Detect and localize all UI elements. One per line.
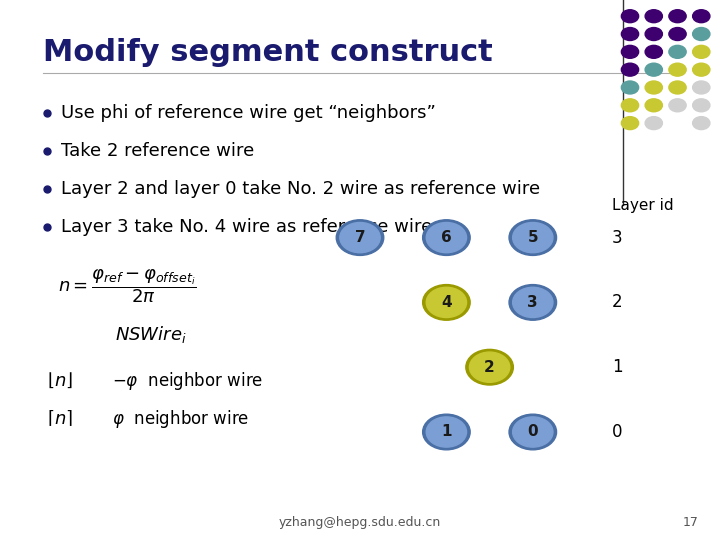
Text: 2: 2 bbox=[485, 360, 495, 375]
Text: 6: 6 bbox=[441, 230, 451, 245]
Circle shape bbox=[693, 10, 710, 23]
Circle shape bbox=[340, 222, 380, 253]
Text: $\lfloor n \rfloor$: $\lfloor n \rfloor$ bbox=[47, 371, 73, 390]
Circle shape bbox=[621, 28, 639, 40]
Circle shape bbox=[509, 414, 557, 450]
Circle shape bbox=[645, 99, 662, 112]
Circle shape bbox=[693, 45, 710, 58]
Circle shape bbox=[669, 99, 686, 112]
Circle shape bbox=[509, 285, 557, 320]
Text: 1: 1 bbox=[441, 424, 451, 440]
Circle shape bbox=[621, 10, 639, 23]
Text: 4: 4 bbox=[441, 295, 451, 310]
Text: 0: 0 bbox=[612, 423, 623, 441]
Circle shape bbox=[426, 287, 467, 318]
Circle shape bbox=[426, 417, 467, 447]
Text: $\lceil n \rceil$: $\lceil n \rceil$ bbox=[47, 409, 73, 428]
Circle shape bbox=[645, 10, 662, 23]
Circle shape bbox=[693, 99, 710, 112]
Text: $n = \dfrac{\varphi_{ref} - \varphi_{offset_i}}{2\pi}$: $n = \dfrac{\varphi_{ref} - \varphi_{off… bbox=[58, 267, 196, 305]
Circle shape bbox=[621, 45, 639, 58]
Circle shape bbox=[513, 287, 553, 318]
Circle shape bbox=[669, 10, 686, 23]
Circle shape bbox=[669, 81, 686, 94]
Circle shape bbox=[621, 63, 639, 76]
Circle shape bbox=[645, 28, 662, 40]
Circle shape bbox=[621, 117, 639, 130]
Text: Layer id: Layer id bbox=[612, 198, 674, 213]
Circle shape bbox=[509, 220, 557, 255]
Text: 3: 3 bbox=[612, 228, 623, 247]
Circle shape bbox=[645, 117, 662, 130]
Text: Layer 3 take No. 4 wire as reference wire: Layer 3 take No. 4 wire as reference wir… bbox=[61, 218, 433, 236]
Text: 1: 1 bbox=[612, 358, 623, 376]
Circle shape bbox=[693, 63, 710, 76]
Circle shape bbox=[423, 414, 470, 450]
Text: Use phi of reference wire get “neighbors”: Use phi of reference wire get “neighbors… bbox=[61, 104, 436, 123]
Text: $NSWire_i$: $NSWire_i$ bbox=[115, 325, 186, 345]
Text: yzhang@hepg.sdu.edu.cn: yzhang@hepg.sdu.edu.cn bbox=[279, 516, 441, 529]
Text: 0: 0 bbox=[528, 424, 538, 440]
Circle shape bbox=[513, 222, 553, 253]
Circle shape bbox=[469, 352, 510, 382]
Circle shape bbox=[645, 63, 662, 76]
Circle shape bbox=[645, 81, 662, 94]
Circle shape bbox=[621, 81, 639, 94]
Text: 7: 7 bbox=[355, 230, 365, 245]
Circle shape bbox=[669, 63, 686, 76]
Circle shape bbox=[645, 45, 662, 58]
Text: $-\varphi$  neighbor wire: $-\varphi$ neighbor wire bbox=[112, 370, 263, 392]
Circle shape bbox=[693, 117, 710, 130]
Circle shape bbox=[336, 220, 384, 255]
Circle shape bbox=[693, 28, 710, 40]
Circle shape bbox=[426, 222, 467, 253]
Text: Layer 2 and layer 0 take No. 2 wire as reference wire: Layer 2 and layer 0 take No. 2 wire as r… bbox=[61, 180, 540, 198]
Circle shape bbox=[621, 99, 639, 112]
Circle shape bbox=[669, 45, 686, 58]
Text: 3: 3 bbox=[528, 295, 538, 310]
Circle shape bbox=[423, 220, 470, 255]
Text: 5: 5 bbox=[528, 230, 538, 245]
Text: $\varphi$  neighbor wire: $\varphi$ neighbor wire bbox=[112, 408, 249, 429]
Circle shape bbox=[423, 285, 470, 320]
Circle shape bbox=[669, 28, 686, 40]
Circle shape bbox=[693, 81, 710, 94]
Circle shape bbox=[513, 417, 553, 447]
Circle shape bbox=[466, 349, 513, 385]
Text: 17: 17 bbox=[683, 516, 698, 529]
Text: 2: 2 bbox=[612, 293, 623, 312]
Text: Modify segment construct: Modify segment construct bbox=[43, 38, 493, 67]
Text: Take 2 reference wire: Take 2 reference wire bbox=[61, 142, 254, 160]
